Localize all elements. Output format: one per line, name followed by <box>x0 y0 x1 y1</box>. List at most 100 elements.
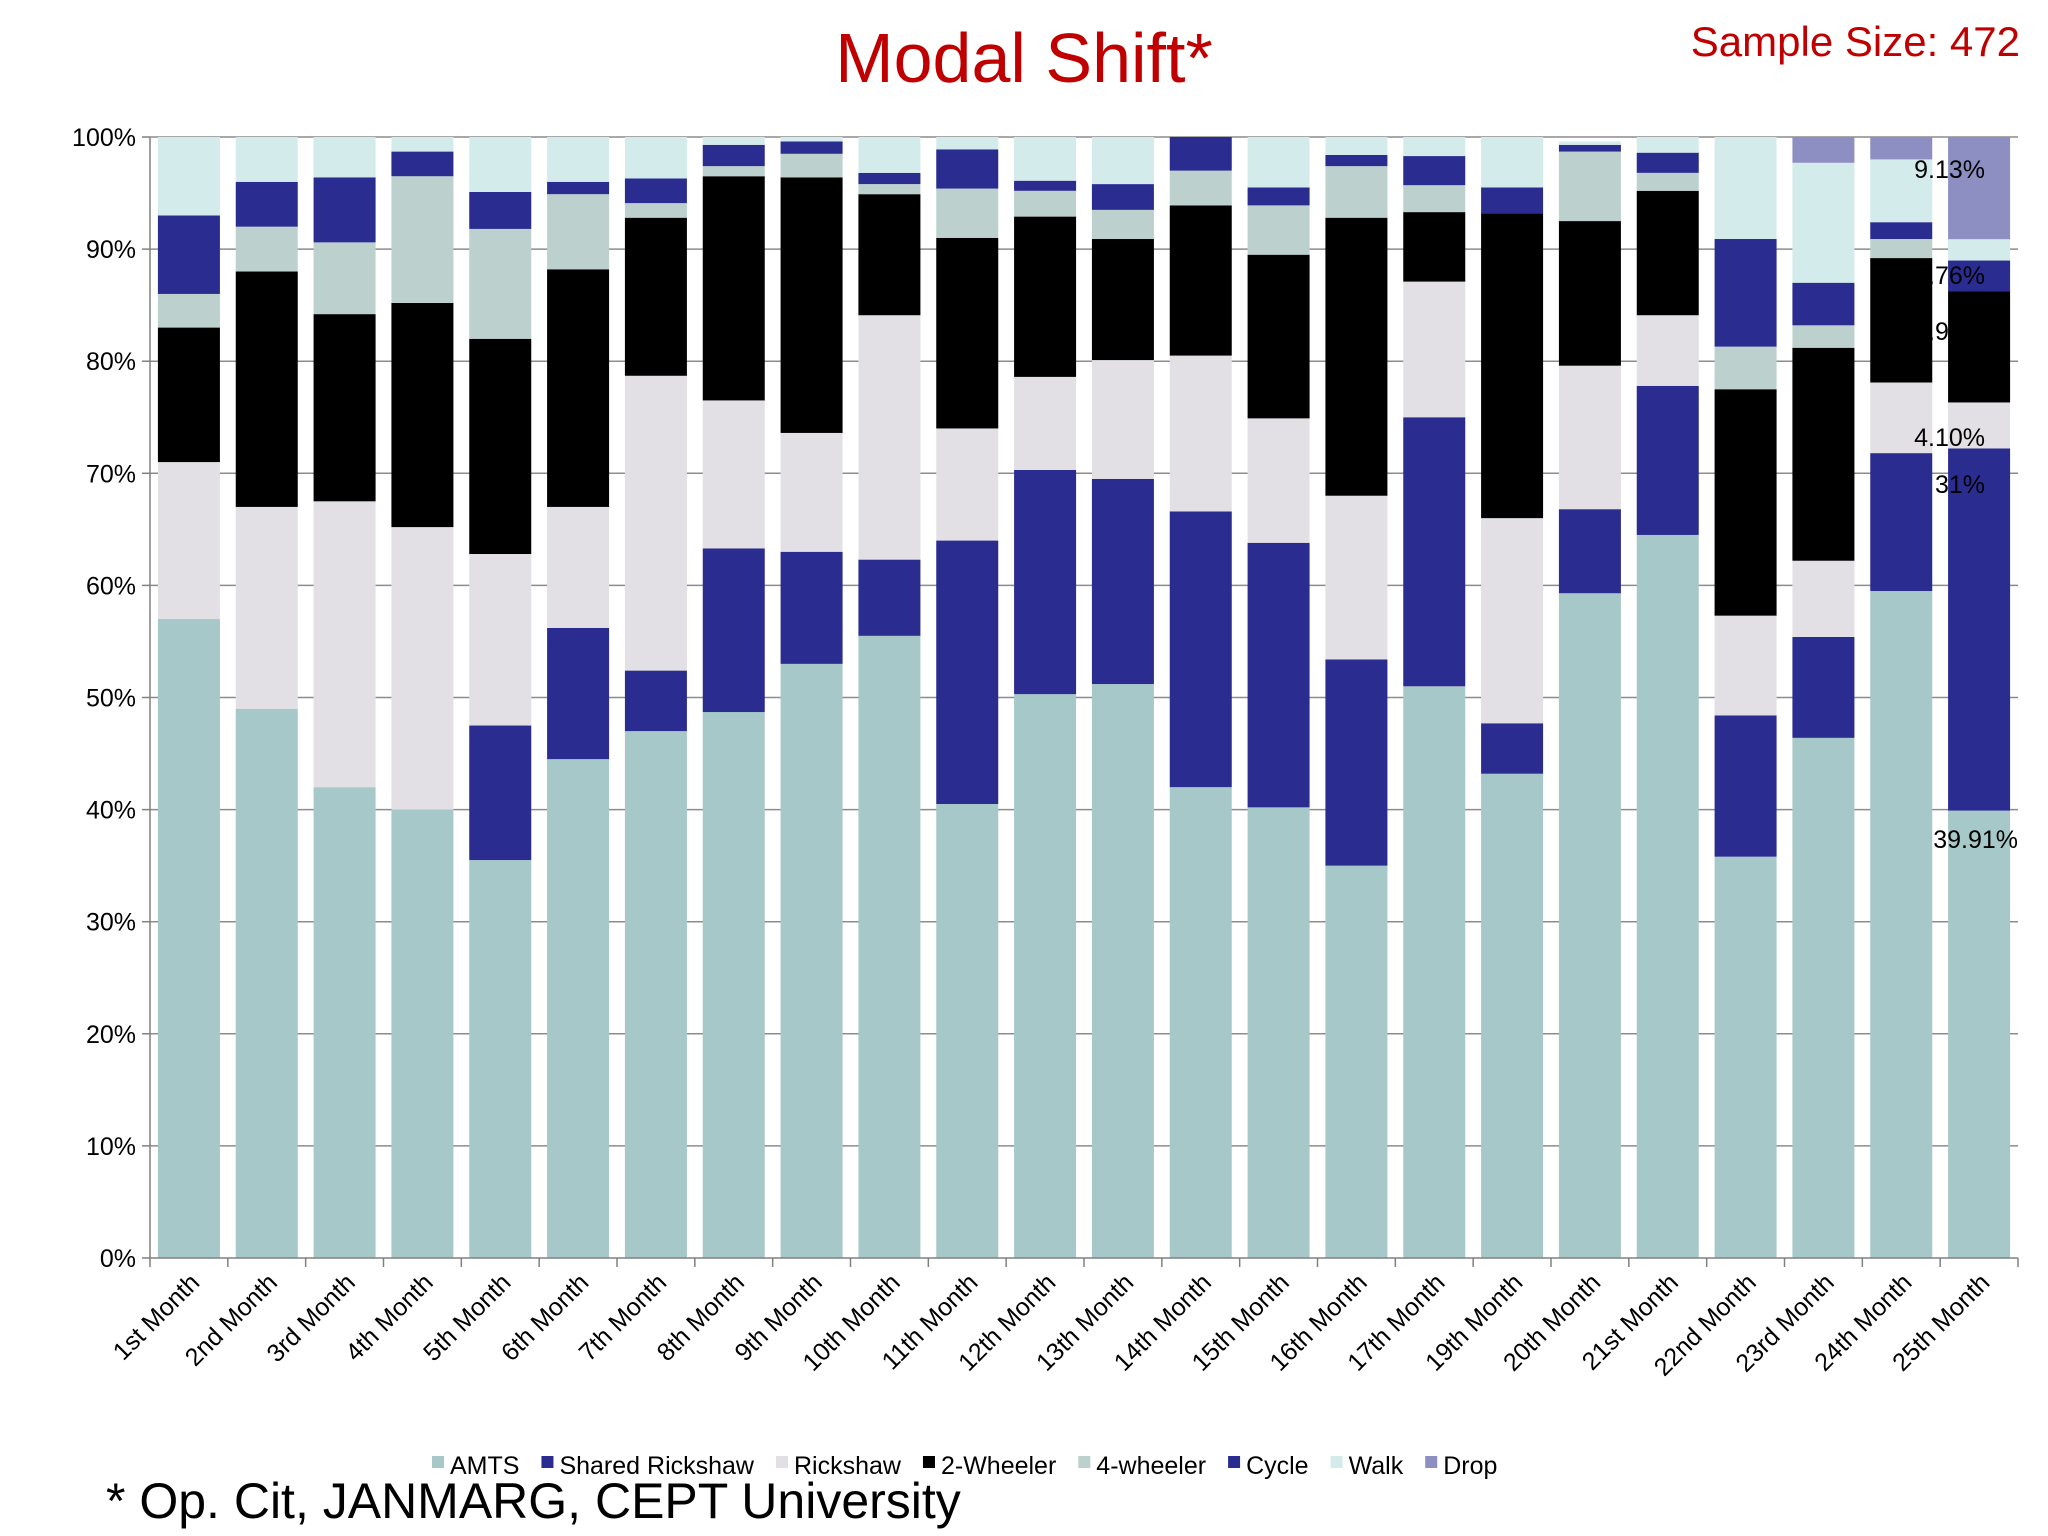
bar-segment <box>1403 417 1466 687</box>
bar-segment <box>780 432 843 552</box>
bar-segment <box>780 551 843 664</box>
bar-segment <box>1870 222 1933 240</box>
legend-label: 4-wheeler <box>1096 1452 1206 1480</box>
bar-segment <box>624 137 687 179</box>
legend-swatch <box>1330 1456 1343 1468</box>
gridlines <box>150 136 2018 1147</box>
bar-segment <box>157 327 220 463</box>
bar-segment <box>1792 162 1855 283</box>
bar-segment <box>1247 542 1310 808</box>
bar-segment <box>1481 723 1544 774</box>
bar-segment <box>1403 156 1466 186</box>
y-tick-label: 20% <box>86 1021 136 1049</box>
bar-segment <box>780 141 843 154</box>
bar-segment <box>547 181 610 195</box>
bar-segment <box>1792 636 1855 738</box>
bar-segment <box>858 635 921 1258</box>
bar-segment <box>780 137 843 142</box>
bar-segment <box>1014 137 1077 181</box>
data-label: 4.10% <box>1914 424 1985 452</box>
bar-segment <box>1014 469 1077 695</box>
bar-segment <box>157 462 220 620</box>
y-tick-label: 80% <box>86 348 136 376</box>
bar-segment <box>235 226 298 272</box>
legend: AMTS Shared Rickshaw Rickshaw 2-Wheeler 4-wh… <box>432 1452 1497 1480</box>
bar-segment <box>1014 376 1077 470</box>
legend-swatch <box>541 1456 554 1468</box>
bar-segment <box>1403 212 1466 282</box>
bar-segment <box>1636 385 1699 535</box>
bar-segment <box>1247 205 1310 255</box>
bar-segment <box>1014 694 1077 1258</box>
bar-segment <box>1091 137 1154 185</box>
bar-segment <box>624 731 687 1258</box>
bar-segment <box>702 176 765 401</box>
data-label: 39.91% <box>1933 826 2018 854</box>
bar-segment <box>624 178 687 204</box>
bar-segment <box>1792 137 1855 163</box>
bar-segment <box>1247 187 1310 206</box>
y-tick-label: 70% <box>86 460 136 488</box>
bar-segment <box>1948 137 2011 240</box>
bar-segment <box>1169 511 1232 788</box>
bar-segment <box>1714 239 1777 347</box>
data-label: 9.91% <box>1914 318 1985 346</box>
legend-label: Cycle <box>1246 1452 1309 1480</box>
bar-segment <box>1091 239 1154 361</box>
bar-segment <box>1636 137 1699 153</box>
bar-segment <box>157 215 220 294</box>
bar-segment <box>157 293 220 328</box>
bar-segment <box>624 203 687 218</box>
bar-segment <box>702 137 765 145</box>
legend-swatch <box>432 1456 444 1468</box>
bar-segment <box>936 428 999 541</box>
bar-segment <box>1403 185 1466 213</box>
bar-segment <box>1948 448 2011 811</box>
y-tick-label: 50% <box>86 685 136 713</box>
bar-segment <box>1403 686 1466 1258</box>
legend-swatch <box>1425 1456 1438 1468</box>
legend-swatch <box>1228 1456 1241 1468</box>
chart-title: Modal Shift* <box>835 19 1213 97</box>
bar-segment <box>1558 221 1621 366</box>
y-tick-label: 90% <box>86 236 136 264</box>
bar-segment <box>547 269 610 507</box>
bar-segment <box>1792 737 1855 1258</box>
bar-segment <box>1325 659 1388 866</box>
bar-segment <box>547 506 610 628</box>
legend-label: Drop <box>1443 1452 1497 1480</box>
data-label: 2.76% <box>1914 262 1985 290</box>
bar-segment <box>1714 715 1777 857</box>
bar-segment <box>936 540 999 804</box>
bar-segment <box>1714 856 1777 1258</box>
bar-segment <box>313 177 376 243</box>
bar-segment <box>936 137 999 150</box>
sample-size-label: Sample Size: 472 <box>1690 18 2020 65</box>
bar-segment <box>1636 190 1699 316</box>
bar-segment <box>1014 190 1077 217</box>
bar-segment <box>1792 282 1855 326</box>
bar-segment <box>1325 217 1388 496</box>
bar-segment <box>1870 382 1933 454</box>
bar-segment <box>157 619 220 1258</box>
bar-segment <box>1714 346 1777 390</box>
bar-segment <box>391 151 454 177</box>
bar-segment <box>157 137 220 216</box>
bar-segment <box>1325 154 1388 167</box>
bar-segment <box>1948 260 2011 292</box>
legend-label: 2-Wheeler <box>941 1452 1056 1480</box>
bar-segment <box>1247 254 1310 419</box>
bar-segment <box>1792 347 1855 561</box>
bar-segment <box>1014 216 1077 377</box>
bar-segment <box>1558 365 1621 510</box>
bar-segment <box>235 181 298 227</box>
bar-segment <box>235 506 298 709</box>
bar-segment <box>1481 518 1544 724</box>
bar-segment <box>1636 172 1699 191</box>
data-label: 31% <box>1935 471 1985 499</box>
bar-segment <box>1948 291 2011 403</box>
bar-segment <box>313 501 376 788</box>
annotations: 9.13% 2.76% 9.91% 4.10% 31% 39.91% <box>1914 156 2018 854</box>
bar-segment <box>1558 144 1621 152</box>
bar-segment <box>858 194 921 316</box>
